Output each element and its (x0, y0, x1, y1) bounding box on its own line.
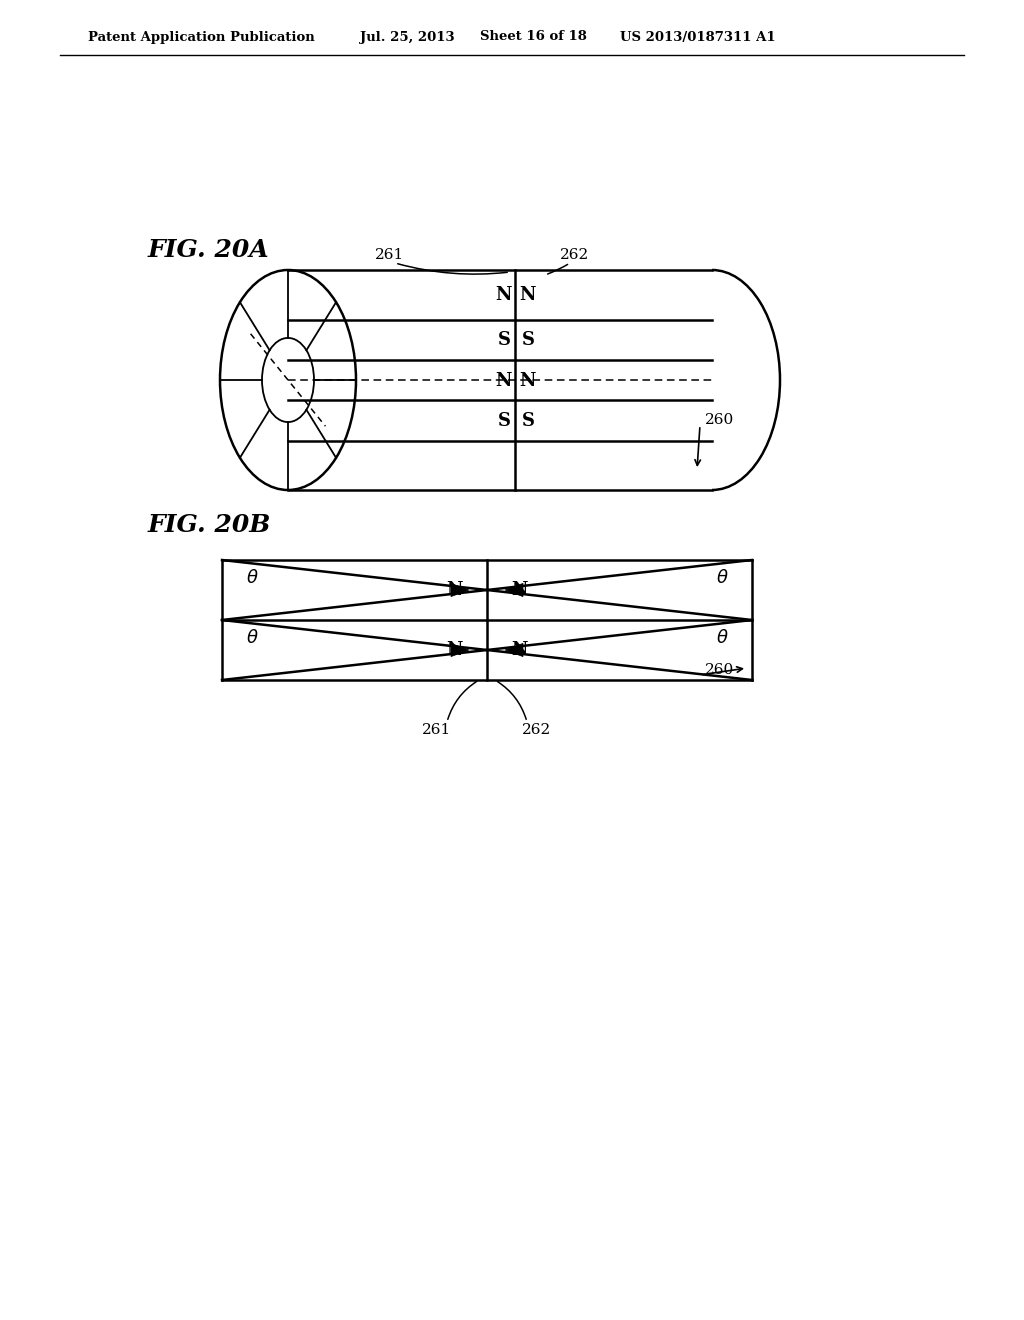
Text: N: N (520, 286, 537, 305)
Text: N: N (520, 372, 537, 391)
Text: N: N (511, 642, 527, 659)
Text: 260: 260 (705, 413, 734, 426)
Text: FIG. 20A: FIG. 20A (148, 238, 269, 261)
Text: S: S (521, 331, 535, 350)
Text: 262: 262 (522, 723, 552, 737)
Text: S: S (498, 331, 511, 350)
Text: N: N (496, 372, 512, 391)
Text: S: S (521, 412, 535, 430)
Text: $\theta$: $\theta$ (246, 630, 258, 647)
Text: $\theta$: $\theta$ (716, 630, 728, 647)
Text: S: S (498, 412, 511, 430)
Text: N: N (446, 581, 463, 599)
Text: Jul. 25, 2013: Jul. 25, 2013 (360, 30, 455, 44)
Text: 262: 262 (560, 248, 590, 261)
Text: Sheet 16 of 18: Sheet 16 of 18 (480, 30, 587, 44)
Text: FIG. 20B: FIG. 20B (148, 513, 271, 537)
Text: N: N (446, 642, 463, 659)
Text: Patent Application Publication: Patent Application Publication (88, 30, 314, 44)
Polygon shape (451, 643, 469, 656)
Polygon shape (451, 583, 469, 597)
Text: N: N (511, 581, 527, 599)
Text: 261: 261 (376, 248, 404, 261)
Polygon shape (505, 583, 523, 597)
Text: 261: 261 (422, 723, 452, 737)
Text: $\theta$: $\theta$ (246, 569, 258, 587)
Text: 260: 260 (705, 663, 734, 677)
Text: US 2013/0187311 A1: US 2013/0187311 A1 (620, 30, 775, 44)
Text: N: N (496, 286, 512, 305)
Polygon shape (505, 643, 523, 656)
Text: $\theta$: $\theta$ (716, 569, 728, 587)
